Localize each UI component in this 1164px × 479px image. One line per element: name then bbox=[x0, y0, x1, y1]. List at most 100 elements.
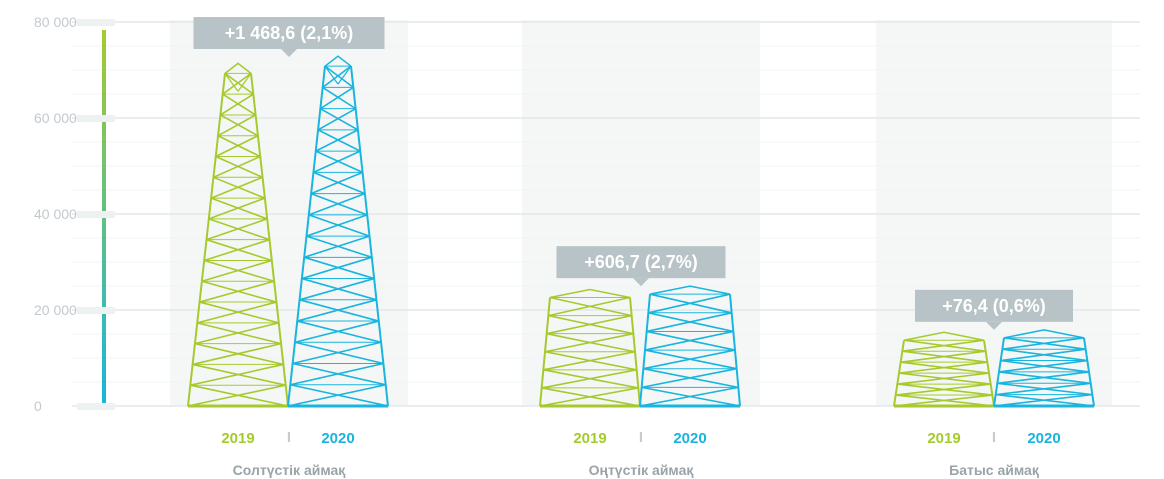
tower-brace bbox=[290, 383, 389, 407]
tower-brace bbox=[215, 155, 263, 179]
tower-brace bbox=[294, 341, 384, 365]
tower-brace bbox=[649, 293, 732, 314]
annotation-pointer bbox=[281, 49, 297, 57]
y-tick-label: 0 bbox=[34, 398, 42, 414]
tower-brace bbox=[215, 135, 259, 158]
tower-brace bbox=[995, 393, 1095, 407]
tower-brace bbox=[319, 86, 354, 110]
tower-brace bbox=[301, 277, 377, 301]
tower-brace bbox=[310, 171, 363, 195]
category-label: Оңтүстік аймақ bbox=[589, 462, 694, 478]
tower-brace bbox=[541, 387, 641, 407]
year-separator: I bbox=[992, 429, 996, 446]
axis-tick-mark bbox=[77, 211, 115, 218]
y-tick-label: 60 000 bbox=[34, 110, 77, 126]
tower-brace bbox=[644, 349, 737, 370]
year-separator: I bbox=[639, 429, 643, 446]
tower-brace bbox=[208, 218, 270, 241]
tower-brace bbox=[546, 332, 636, 353]
tower-peak bbox=[903, 331, 985, 341]
axis-tick-mark bbox=[77, 307, 115, 314]
tower-brace bbox=[222, 93, 257, 116]
series-label-2020: 2020 bbox=[321, 430, 354, 447]
tower-brace bbox=[210, 197, 268, 220]
tower-brace bbox=[306, 235, 373, 259]
tower-brace bbox=[310, 192, 368, 216]
series-label-2020: 2020 bbox=[1027, 430, 1060, 447]
tower-brace bbox=[219, 93, 254, 116]
annotation-box bbox=[915, 289, 1073, 322]
tower-brace bbox=[998, 371, 1091, 385]
tower-brace bbox=[997, 382, 1093, 396]
tower-brace bbox=[313, 150, 361, 174]
tower-brace bbox=[324, 65, 354, 89]
annotation-text: +1 468,6 (2,1%) bbox=[225, 23, 354, 43]
series-label-2019: 2019 bbox=[221, 430, 254, 447]
year-separator: I bbox=[287, 429, 291, 446]
tower-brace bbox=[194, 342, 284, 366]
tower-brace bbox=[643, 367, 739, 389]
tower-brace bbox=[549, 296, 632, 317]
tower-brace bbox=[315, 150, 363, 174]
series-label-2019: 2019 bbox=[573, 430, 606, 447]
tower-brace bbox=[900, 361, 990, 374]
tower-brace bbox=[543, 369, 639, 389]
change-annotation: +76,4 (0,6%) bbox=[915, 289, 1073, 330]
tower-brace bbox=[210, 176, 263, 199]
tower-brace bbox=[898, 372, 991, 385]
axis-tick-mark bbox=[77, 19, 115, 26]
tower-brace bbox=[322, 86, 357, 110]
tower-brace bbox=[217, 114, 257, 137]
tower-brace bbox=[217, 135, 261, 158]
tower-brace bbox=[190, 384, 289, 407]
category-label: Батыс аймақ bbox=[949, 462, 1039, 478]
tower-brace bbox=[313, 171, 366, 195]
axis-tick-mark bbox=[77, 115, 115, 122]
tower-brace bbox=[299, 299, 379, 322]
annotation-text: +76,4 (0,6%) bbox=[942, 296, 1046, 316]
annotation-box bbox=[556, 246, 726, 279]
tower-brace bbox=[319, 107, 359, 131]
bar-tower bbox=[639, 285, 741, 408]
tower-brace bbox=[1000, 359, 1090, 373]
tower-brace bbox=[903, 339, 986, 352]
tower-brace bbox=[308, 214, 370, 237]
series-label-2020: 2020 bbox=[673, 430, 706, 447]
tower-brace bbox=[897, 383, 993, 396]
tower-brace bbox=[224, 72, 254, 95]
series-label-2019: 2019 bbox=[927, 430, 960, 447]
tower-peak-brace bbox=[324, 65, 339, 85]
annotation-pointer bbox=[986, 321, 1002, 330]
tower-brace bbox=[197, 322, 282, 345]
tower-peak bbox=[649, 285, 731, 295]
tower-brace bbox=[203, 259, 275, 283]
y-tick-label: 20 000 bbox=[34, 302, 77, 318]
tower-brace bbox=[297, 320, 382, 344]
bar-tower bbox=[539, 288, 641, 408]
annotation-pointer bbox=[633, 278, 649, 287]
tower-peak bbox=[1003, 329, 1085, 339]
tower-brace bbox=[646, 330, 736, 351]
tower-brace bbox=[213, 155, 261, 179]
tower-brace bbox=[641, 386, 741, 407]
tower-brace bbox=[208, 197, 266, 220]
tower-brace bbox=[213, 176, 266, 199]
change-annotation: +606,7 (2,7%) bbox=[556, 246, 726, 287]
tower-brace bbox=[292, 362, 386, 386]
category-label: Солтүстік аймақ bbox=[233, 462, 346, 478]
bar-tower bbox=[893, 331, 995, 408]
tower-brace bbox=[206, 238, 273, 262]
tower-brace bbox=[322, 65, 352, 89]
tower-brace bbox=[308, 192, 366, 216]
tower-peak-brace bbox=[337, 65, 352, 85]
tower-brace bbox=[192, 363, 286, 386]
tower-brace bbox=[315, 129, 359, 152]
tower-peak bbox=[549, 288, 631, 299]
tower-brace bbox=[317, 129, 361, 152]
tower-peak-brace bbox=[224, 73, 239, 92]
tower-brace bbox=[219, 114, 259, 137]
category-panel bbox=[522, 20, 760, 406]
y-tick-label: 40 000 bbox=[34, 206, 77, 222]
tower-brace bbox=[1002, 348, 1088, 362]
